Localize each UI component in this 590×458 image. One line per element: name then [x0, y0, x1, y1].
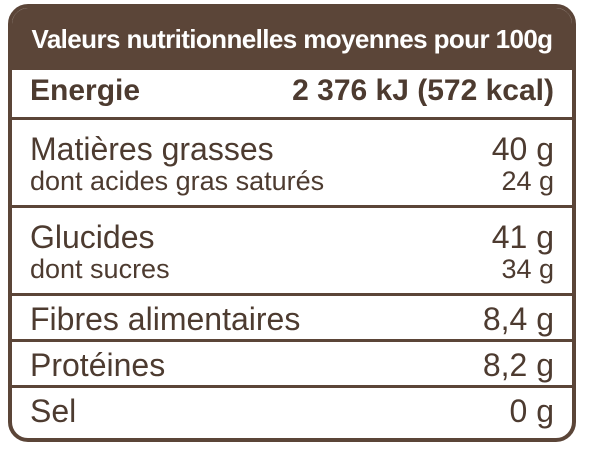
row-protein: Protéines 8,2 g — [12, 342, 572, 388]
row-salt: Sel 0 g — [12, 388, 572, 437]
row-fibre: Fibres alimentaires 8,4 g — [12, 296, 572, 342]
energy-label: Energie — [30, 74, 141, 107]
fat-label: Matières grasses — [30, 131, 274, 167]
saturated-fat-value: 24 g — [501, 166, 554, 196]
sugars-value: 34 g — [501, 254, 554, 284]
protein-label: Protéines — [30, 347, 166, 383]
sugars-label: dont sucres — [30, 254, 170, 284]
row-energy: Energie 2 376 kJ (572 kcal) — [12, 70, 572, 120]
salt-value: 0 g — [509, 393, 554, 429]
row-carbohydrates: Glucides 41 g dont sucres 34 g — [12, 208, 572, 296]
salt-label: Sel — [30, 393, 77, 429]
saturated-fat-label: dont acides gras saturés — [30, 166, 325, 196]
carbohydrates-value: 41 g — [491, 219, 554, 255]
nutrition-table: Valeurs nutritionnelles moyennes pour 10… — [8, 4, 576, 442]
fat-value: 40 g — [491, 131, 554, 167]
fibre-label: Fibres alimentaires — [30, 301, 301, 337]
table-title: Valeurs nutritionnelles moyennes pour 10… — [12, 8, 572, 70]
row-fat: Matières grasses 40 g dont acides gras s… — [12, 120, 572, 208]
protein-value: 8,2 g — [482, 347, 554, 383]
fibre-value: 8,4 g — [482, 301, 554, 337]
energy-value: 2 376 kJ (572 kcal) — [292, 74, 554, 107]
carbohydrates-label: Glucides — [30, 219, 155, 255]
